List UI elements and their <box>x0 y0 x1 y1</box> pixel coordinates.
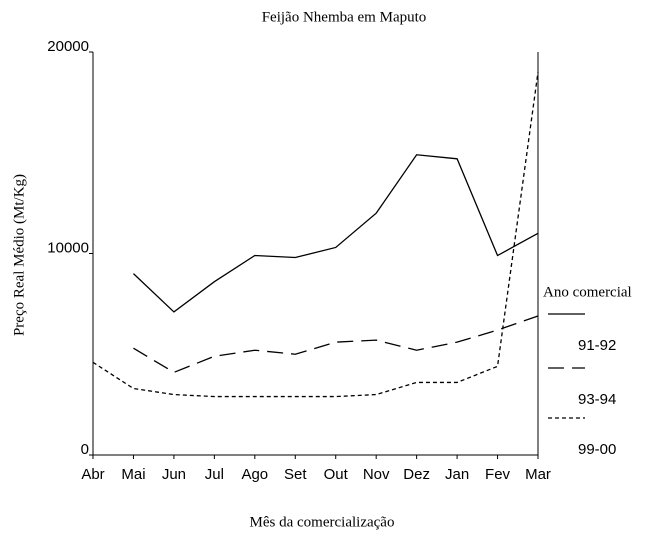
x-tick-label: Mar <box>525 466 551 483</box>
legend-label: 93-94 <box>578 391 616 408</box>
y-tick-label: 0 <box>81 441 89 458</box>
x-tick-label: Nov <box>363 466 390 483</box>
series-line <box>133 154 539 313</box>
x-tick-label: Jan <box>445 466 469 483</box>
x-tick-label: Fev <box>485 466 511 483</box>
x-axis-label: Mês da comercialização <box>250 514 395 530</box>
y-tick-label: 10000 <box>47 239 89 256</box>
legend-label: 99-00 <box>578 441 616 458</box>
x-tick-label: Dez <box>403 466 430 483</box>
legend-label: 91-92 <box>578 337 616 354</box>
x-tick-label: Jul <box>205 466 224 483</box>
x-tick-label: Jun <box>162 466 186 483</box>
legend-title: Ano comercial <box>543 284 632 300</box>
y-tick-label: 20000 <box>47 38 89 55</box>
x-tick-label: Abr <box>81 466 104 483</box>
x-tick-label: Mai <box>121 466 145 483</box>
x-tick-label: Set <box>284 466 307 483</box>
chart-title: Feijão Nhemba em Maputo <box>262 9 427 25</box>
x-tick-label: Ago <box>241 466 268 483</box>
x-tick-label: Out <box>324 466 349 483</box>
series-line <box>133 315 539 374</box>
series-line <box>92 72 539 398</box>
y-axis-label: Preço Real Médio (Mt/Kg) <box>11 174 27 336</box>
